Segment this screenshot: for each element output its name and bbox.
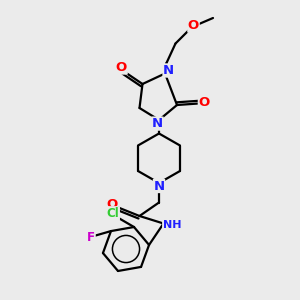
Text: N: N [163, 64, 174, 77]
Text: NH: NH [163, 220, 181, 230]
Text: Cl: Cl [106, 207, 119, 220]
Text: O: O [188, 19, 199, 32]
Text: N: N [152, 117, 163, 130]
Text: O: O [116, 61, 127, 74]
Text: F: F [87, 232, 95, 244]
Text: N: N [153, 179, 165, 193]
Text: O: O [106, 198, 117, 211]
Text: O: O [198, 95, 210, 109]
